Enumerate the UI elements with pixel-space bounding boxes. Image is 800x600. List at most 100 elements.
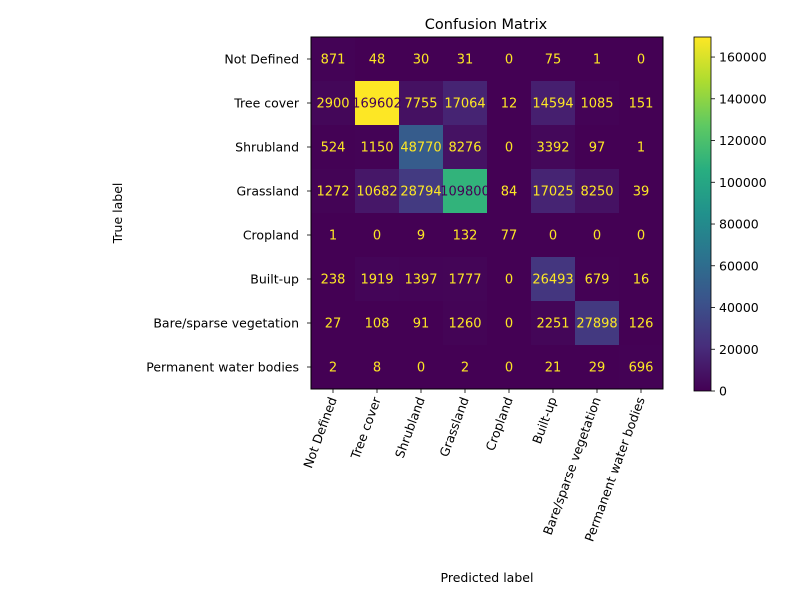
cell-value-label: 1150 [360,141,393,156]
plot-frame [310,36,664,390]
cell-value-label: 169602 [352,97,402,112]
heatmap-cell [619,301,663,345]
heatmap-cell [355,81,399,125]
heatmap-cell [355,345,399,389]
heatmap-cell [487,213,531,257]
heatmap-cell [575,81,619,125]
heatmap-cell [443,125,487,169]
cell-value-label: 0 [505,141,513,156]
cell-value-label: 126 [629,317,654,332]
cell-value-label: 0 [505,53,513,68]
cell-value-label: 91 [413,317,430,332]
cell-value-label: 2900 [316,97,349,112]
heatmap-cell [531,213,575,257]
heatmap-cell [443,257,487,301]
heatmap-cell [575,301,619,345]
heatmap-cell [575,37,619,81]
cell-value-label: 2 [329,361,337,376]
heatmap-cell [531,169,575,213]
heatmap-cell [575,213,619,257]
heatmap-cell [311,125,355,169]
heatmap-cell [575,345,619,389]
colorbar-tick-label: 40000 [719,300,759,315]
cell-value-label: 97 [589,141,606,156]
cell-value-label: 1085 [580,97,613,112]
heatmap-cell [399,345,443,389]
cell-value-label: 21 [545,361,562,376]
heatmap-cell [575,257,619,301]
heatmap-cell [355,169,399,213]
cell-value-label: 1919 [360,273,393,288]
heatmap-cell [443,213,487,257]
cell-value-label: 1 [593,53,601,68]
cell-value-label: 679 [585,273,610,288]
cell-value-label: 1272 [316,185,349,200]
cell-value-label: 8 [373,361,381,376]
heatmap-cell [619,125,663,169]
cell-value-label: 0 [637,229,645,244]
cell-value-label: 27898 [576,317,617,332]
cell-value-label: 151 [629,97,654,112]
heatmap-cell [487,37,531,81]
heatmap-cell [399,169,443,213]
colorbar-tick-label: 160000 [719,50,767,65]
colorbar-tick-label: 60000 [719,258,759,273]
cell-value-label: 84 [501,185,518,200]
heatmap-cell [619,37,663,81]
colorbar-tick-label: 80000 [719,217,759,232]
heatmap-cell [487,81,531,125]
cell-value-label: 2251 [536,317,569,332]
heatmap-cell [311,169,355,213]
cell-value-label: 132 [453,229,478,244]
heatmap-cells [311,37,663,389]
heatmap-cell [487,257,531,301]
heatmap-cell [531,125,575,169]
heatmap-cell [399,301,443,345]
y-tick-label: Built-up [250,272,299,287]
cell-value-label: 10682 [356,185,397,200]
cell-value-label: 109800 [440,185,490,200]
y-tick-label: Grassland [237,184,300,199]
cell-value-label: 17064 [444,97,485,112]
heatmap-cell [355,301,399,345]
heatmap-cell [399,257,443,301]
cell-value-label: 16 [633,273,650,288]
heatmap-cell [443,81,487,125]
cell-value-label: 0 [373,229,381,244]
heatmap-cell [443,301,487,345]
heatmap-cell [531,345,575,389]
y-tick-label: Bare/sparse vegetation [153,316,299,331]
heatmap-cell [399,37,443,81]
colorbar [693,36,712,392]
cell-value-label: 0 [549,229,557,244]
heatmap-cell [311,257,355,301]
heatmap-cell [487,169,531,213]
cell-value-label: 75 [545,53,562,68]
heatmap-cell [443,169,487,213]
heatmap-cell [311,81,355,125]
cell-value-label: 1260 [448,317,481,332]
colorbar-ticks: 0 20000 40000 60000 80000 100000 120000 140000 1… [711,50,767,399]
heatmap-cell [575,125,619,169]
y-axis-ticks: Not Defined Tree cover Shrubland Grassland C… [146,52,311,375]
cell-value-label: 27 [325,317,342,332]
cell-value-label: 0 [593,229,601,244]
heatmap-cell [619,169,663,213]
cell-value-label: 696 [629,361,654,376]
heatmap-cell [355,125,399,169]
heatmap-cell [619,345,663,389]
cell-value-label: 8250 [580,185,613,200]
heatmap-cell [531,257,575,301]
chart-title: Confusion Matrix [425,17,548,33]
colorbar-tick-label: 0 [719,384,727,399]
heatmap-cell [443,345,487,389]
cell-value-label: 108 [365,317,390,332]
colorbar-tick-label: 140000 [719,91,767,106]
cell-value-label: 871 [321,53,346,68]
cell-value-label: 0 [505,273,513,288]
y-tick-label: Cropland [243,228,299,243]
heatmap-cell [311,213,355,257]
heatmap-cell [487,345,531,389]
heatmap-cell [355,257,399,301]
cell-value-label: 48770 [400,141,441,156]
